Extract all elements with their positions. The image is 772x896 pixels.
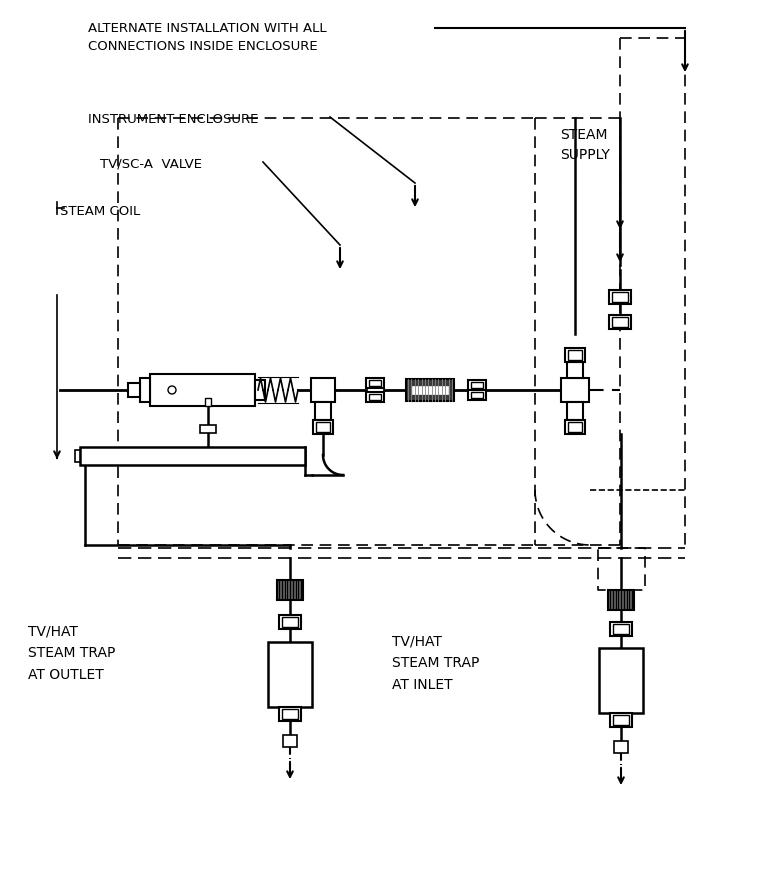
Bar [200,425,216,433]
Text: TV/SC-A  VALVE: TV/SC-A VALVE [100,157,202,170]
Bar [565,348,585,362]
Bar [369,394,381,400]
Bar [255,380,265,400]
Text: AT OUTLET: AT OUTLET [28,668,103,682]
Bar [282,617,298,627]
Text: STEAM TRAP: STEAM TRAP [28,646,115,660]
Bar [140,378,150,402]
Bar [608,590,634,610]
Bar [282,709,298,719]
Bar [599,648,643,713]
Bar [75,450,80,462]
Bar [315,402,331,420]
Bar [612,292,628,302]
Bar [311,378,335,402]
Text: TV/HAT: TV/HAT [392,634,442,648]
Text: STEAM: STEAM [560,128,608,142]
Bar [612,317,628,327]
Text: CONNECTIONS INSIDE ENCLOSURE: CONNECTIONS INSIDE ENCLOSURE [88,40,317,53]
Bar [614,741,628,753]
Bar [313,420,333,434]
Bar [567,362,583,378]
Text: SUPPLY: SUPPLY [560,148,610,162]
Circle shape [168,386,176,394]
Bar [277,580,303,600]
Bar [128,383,140,397]
Text: ALTERNATE INSTALLATION WITH ALL: ALTERNATE INSTALLATION WITH ALL [88,22,327,35]
Bar [366,378,384,388]
Bar [150,374,255,406]
Bar [279,615,301,629]
Bar [471,392,483,398]
Bar [468,390,486,400]
Text: TV/HAT: TV/HAT [28,624,78,638]
Bar [609,315,631,329]
Bar [568,422,582,432]
Bar [412,386,448,394]
Bar [609,290,631,304]
Bar [613,715,629,725]
Text: INSTRUMENT ENCLOSURE: INSTRUMENT ENCLOSURE [88,113,259,126]
Bar [268,642,312,707]
Bar [369,380,381,386]
Bar [279,707,301,721]
Bar [471,382,483,388]
Bar [613,624,629,634]
Bar [406,379,454,401]
Bar [205,398,211,406]
Bar [468,380,486,390]
Bar [567,402,583,420]
Text: STEAM TRAP: STEAM TRAP [392,656,479,670]
Bar [561,378,589,402]
Bar [565,420,585,434]
Bar [316,422,330,432]
Bar [80,447,305,465]
Bar [568,350,582,360]
Bar [610,713,632,727]
Bar [283,735,297,747]
Text: AT INLET: AT INLET [392,678,452,692]
Bar [610,622,632,636]
Text: STEAM COIL: STEAM COIL [60,205,141,218]
Bar [366,392,384,402]
